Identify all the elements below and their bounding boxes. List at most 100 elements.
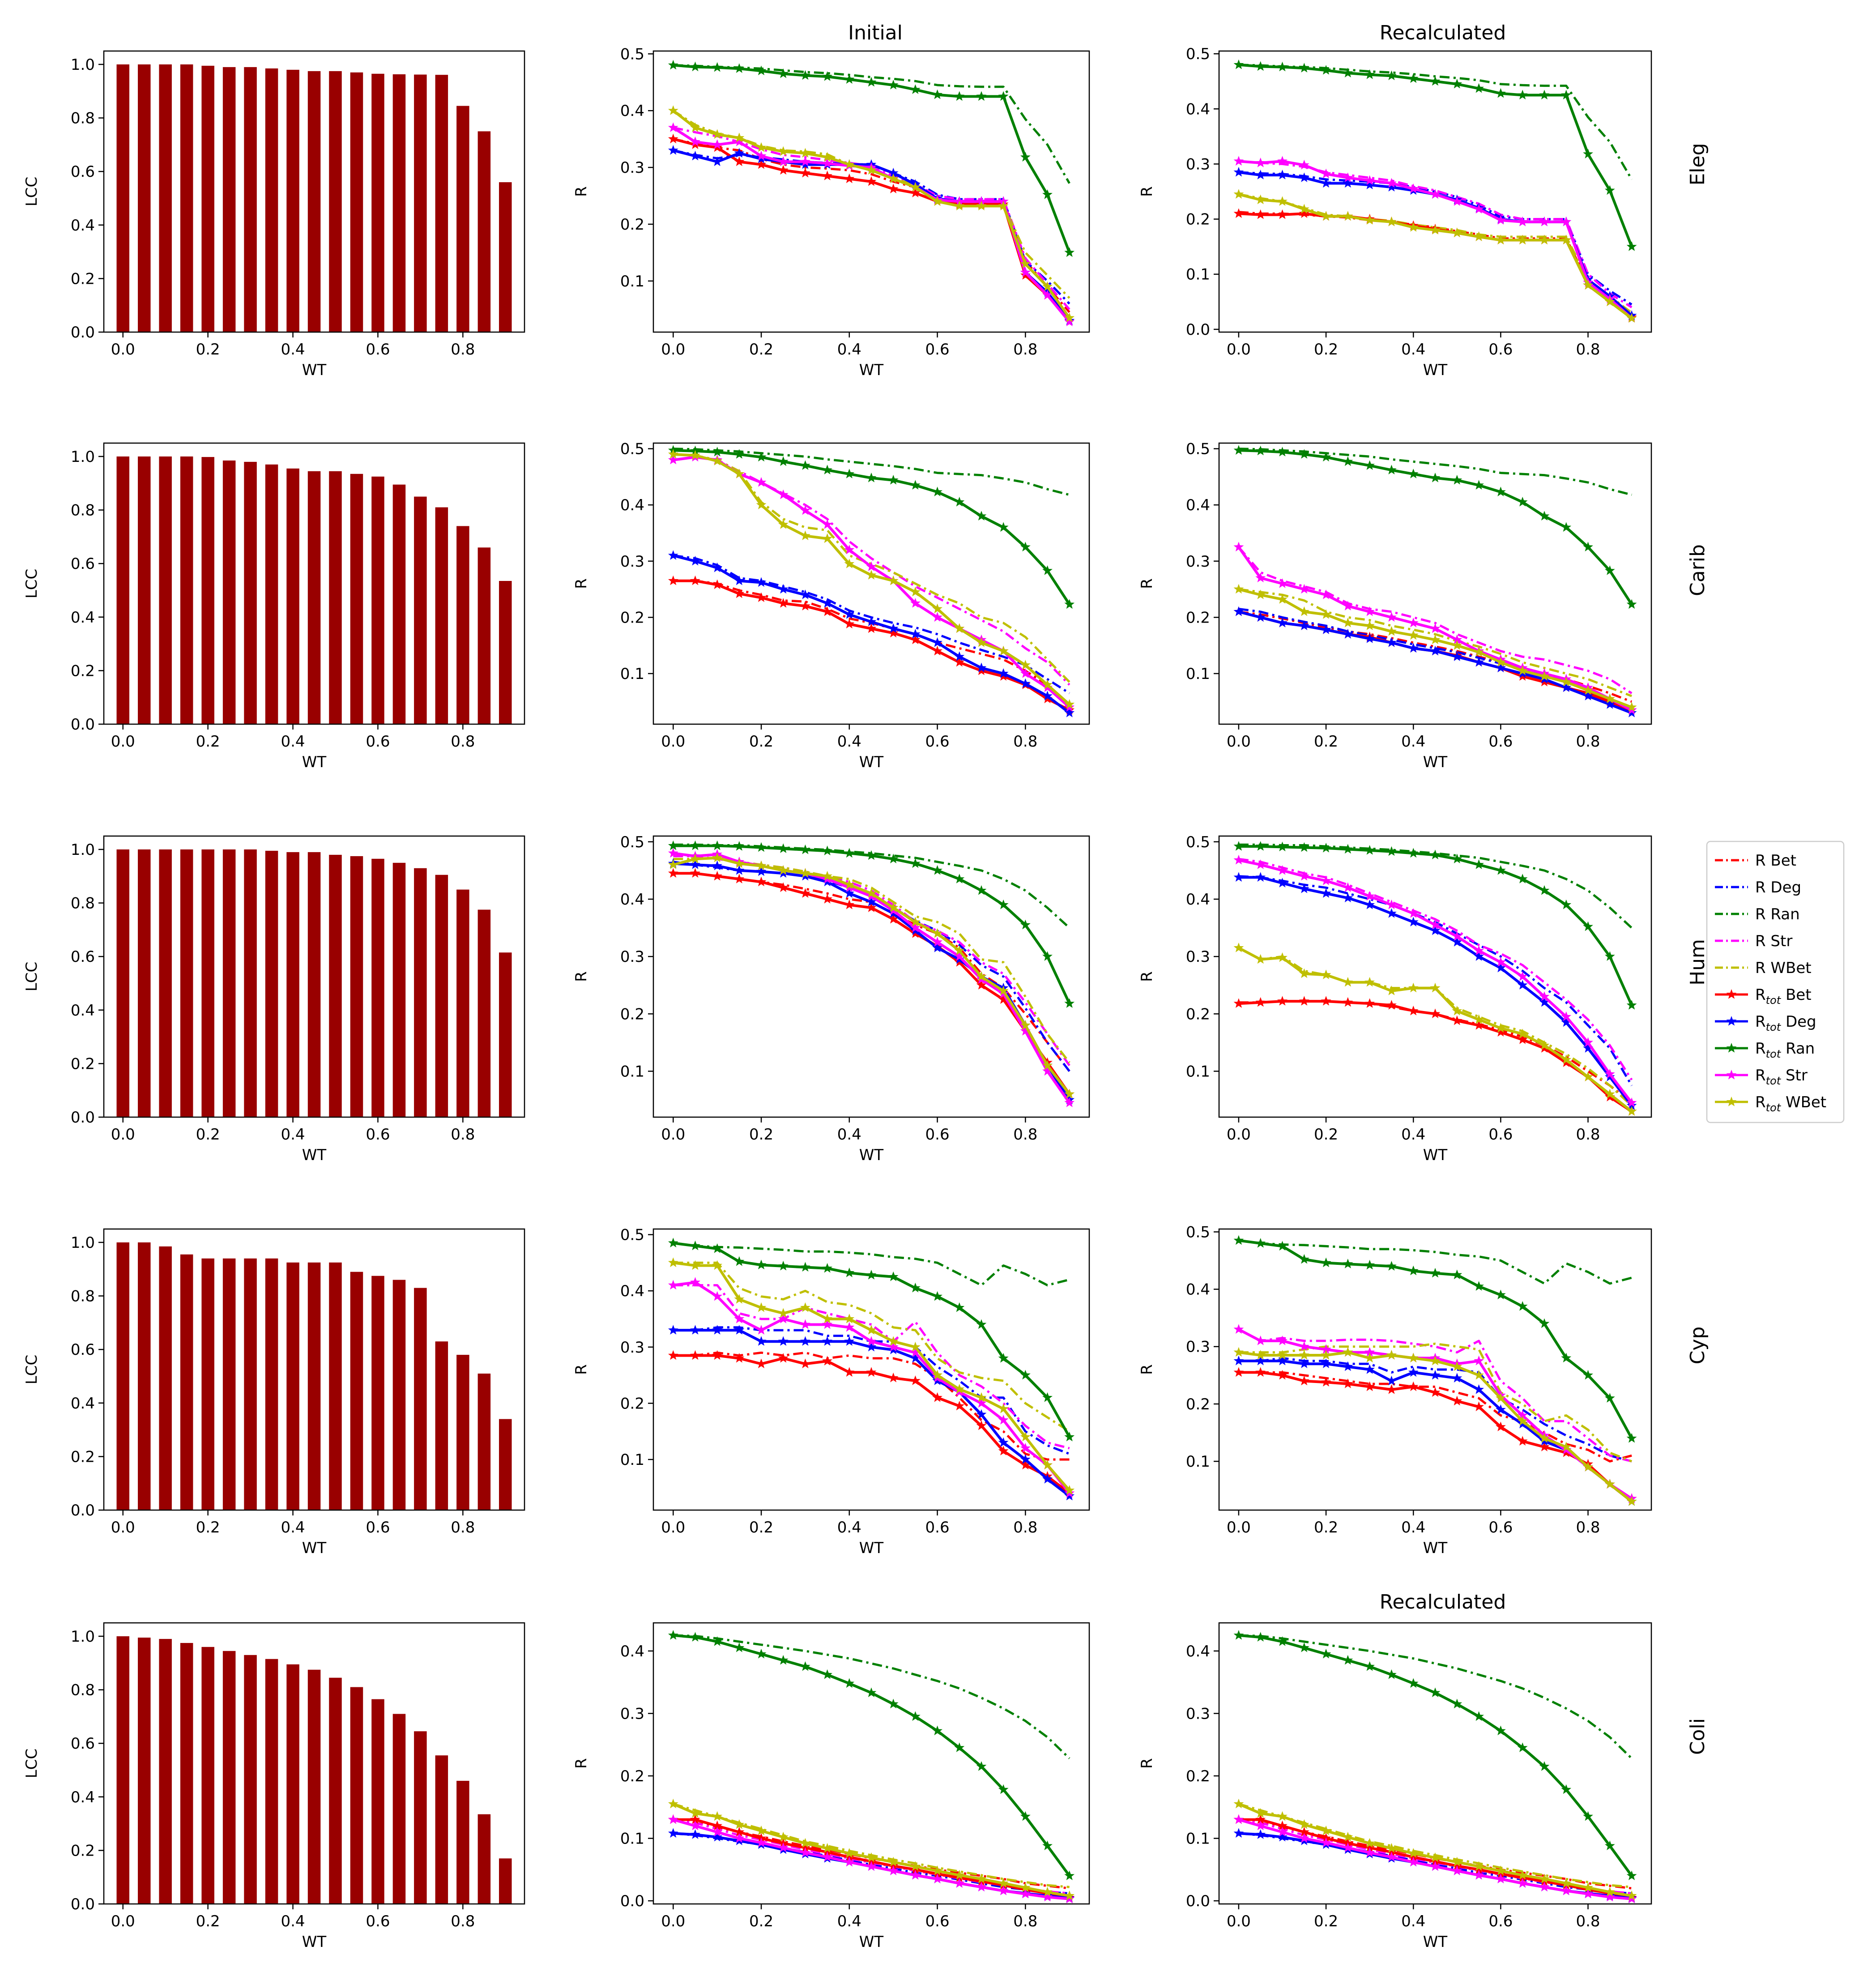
coli-recalc-marker-rt-ran-7	[1386, 1669, 1397, 1679]
hum-recalc-marker-rt-bet-5	[1343, 997, 1353, 1007]
coli-recalc-marker-rt-str-4	[1321, 1837, 1331, 1847]
hum-recalc-marker-rt-bet-3	[1299, 996, 1309, 1006]
coli-init-marker-rt-bet-11	[910, 1864, 921, 1874]
carib-recalc-marker-rt-wbet-12	[1496, 657, 1506, 667]
hum-init-marker-rt-bet-11	[910, 928, 921, 938]
coli-init-marker-rt-bet-1	[690, 1814, 700, 1824]
carib-init-marker-rt-str-11	[910, 598, 921, 608]
eleg-recalc-marker-rt-ran-11	[1474, 83, 1484, 93]
hum-lcc-ytick-label-2: 0.4	[71, 1002, 95, 1020]
carib-recalc-marker-rt-deg-12	[1496, 662, 1506, 673]
cyp-lcc-xlabel: WT	[302, 1539, 327, 1557]
bar-cyp-5	[222, 1258, 236, 1510]
hum-init-marker-rt-bet-6	[800, 888, 810, 898]
hum-init-marker-rt-str-8	[844, 882, 855, 892]
carib-init-marker-rt-deg-14	[976, 662, 987, 673]
cyp-init-marker-rt-wbet-7	[822, 1314, 832, 1323]
hum-init-marker-rt-deg-9	[866, 896, 877, 907]
carib-init-xtick-label-3: 0.6	[925, 733, 950, 751]
cyp-recalc-marker-rt-wbet-12	[1496, 1393, 1506, 1403]
hum-init-marker-rt-bet-14	[976, 980, 987, 990]
bar-hum-16	[456, 889, 469, 1117]
panels: 0.0 0.2 0.4 0.6 0.80.00.20.40.60.81.0WTLCC0.…	[23, 45, 1652, 1951]
eleg-recalc-marker-rt-str-8	[1408, 183, 1419, 193]
cyp-init-xtick-label-0: 0.0	[661, 1519, 685, 1536]
bar-carib-18	[499, 581, 512, 724]
eleg-recalc-marker-rt-wbet-7	[1386, 216, 1397, 226]
carib-init-marker-rt-ran-11	[910, 480, 921, 490]
eleg-init-marker-rt-wbet-12	[932, 196, 942, 206]
cyp-init-marker-rt-bet-7	[822, 1356, 832, 1366]
cyp-init-marker-rt-ran-11	[910, 1282, 921, 1293]
carib-recalc-marker-rt-str-0	[1233, 542, 1244, 552]
carib-init-marker-rt-ran-5	[778, 456, 789, 466]
hum-lcc-xtick-label-2: 0.4	[281, 1126, 305, 1144]
hum-recalc-marker-rt-str-0	[1233, 854, 1244, 865]
coli-recalc-xtick-label-3: 0.6	[1488, 1912, 1513, 1930]
carib-recalc-marker-rt-wbet-13	[1517, 665, 1528, 675]
carib-init-marker-rt-ran-14	[976, 511, 987, 521]
carib-init-marker-rt-deg-13	[954, 651, 965, 661]
legend-entry-r-ran: R Ran	[1715, 905, 1800, 923]
coli-recalc-marker-rt-str-2	[1277, 1827, 1288, 1837]
bar-hum-15	[435, 875, 448, 1117]
carib-init-marker-rt-deg-8	[844, 609, 855, 619]
hum-recalc-marker-rt-ran-6	[1364, 845, 1375, 855]
eleg-recalc-marker-rt-str-11	[1474, 204, 1484, 214]
carib-init-ytick-label-2: 0.3	[620, 553, 644, 571]
carib-recalc-marker-rt-str-18	[1626, 704, 1637, 715]
bar-hum-6	[244, 849, 257, 1117]
carib-lcc-panel: 0.0 0.2 0.4 0.6 0.8 0.0 0.2 0.4 0.6 0.8 1.0 WT LCC	[23, 442, 525, 771]
eleg-recalc-marker-rt-str-10	[1452, 196, 1462, 206]
carib-init-marker-rt-wbet-4	[756, 499, 767, 509]
eleg-init-marker-rt-deg-1	[690, 150, 700, 161]
cyp-init-marker-rt-wbet-12	[932, 1370, 942, 1380]
carib-recalc-series-r-str	[1238, 546, 1633, 695]
cyp-init-marker-rt-str-2	[712, 1291, 723, 1301]
cyp-init-marker-rt-bet-14	[976, 1420, 987, 1430]
eleg-init-frame	[652, 50, 1090, 333]
bar-eleg-5	[222, 67, 236, 332]
bar-carib-14	[414, 496, 427, 724]
cyp-init-marker-rt-deg-4	[756, 1336, 767, 1346]
carib-init-marker-rt-ran-3	[734, 449, 745, 459]
carib-recalc-marker-rt-wbet-1	[1255, 589, 1266, 599]
coli-recalc-marker-rt-deg-0	[1233, 1828, 1244, 1838]
carib-recalc-marker-rt-deg-11	[1474, 657, 1484, 667]
eleg-recalc-marker-rt-wbet-3	[1299, 204, 1309, 214]
cyp-init-marker-rt-ran-14	[976, 1319, 987, 1329]
cyp-init-marker-rt-deg-8	[844, 1336, 855, 1346]
coli-init-marker-rt-wbet-12	[932, 1865, 942, 1875]
hum-init-marker-rt-wbet-6	[800, 868, 810, 878]
carib-init-marker-rt-deg-2	[712, 562, 723, 572]
carib-lcc-xtick-label-0: 0.0	[111, 733, 135, 751]
coli-init-marker-rt-ran-8	[844, 1678, 855, 1688]
cyp-init-series-r-wbet	[673, 1261, 1070, 1433]
carib-recalc-marker-rt-deg-14	[1539, 674, 1550, 684]
coli-init-marker-rt-ran-5	[778, 1655, 789, 1665]
bar-carib-12	[371, 476, 384, 724]
hum-init-marker-rt-wbet-4	[756, 860, 767, 871]
hum-lcc-xlabel: WT	[302, 1146, 327, 1164]
bar-hum-5	[222, 849, 236, 1117]
hum-init-marker-rt-deg-8	[844, 888, 855, 898]
eleg-recalc-xlabel: WT	[1423, 361, 1448, 379]
bar-eleg-8	[286, 69, 299, 332]
carib-init-marker-rt-bet-11	[910, 634, 921, 644]
cyp-lcc-xtick-label-2: 0.4	[281, 1519, 305, 1536]
cyp-recalc-marker-rt-deg-14	[1539, 1436, 1550, 1446]
eleg-recalc-frame	[1218, 50, 1652, 333]
coli-recalc-xtick-label-4: 0.8	[1576, 1912, 1600, 1930]
eleg-init-ylabel: R	[572, 186, 590, 197]
bar-hum-12	[371, 858, 384, 1117]
coli-recalc-marker-rt-deg-2	[1277, 1831, 1288, 1842]
hum-recalc-marker-rt-str-9	[1430, 919, 1441, 930]
hum-recalc-marker-rt-str-18	[1626, 1097, 1637, 1107]
hum-recalc-marker-rt-ran-18	[1626, 1000, 1637, 1010]
eleg-init-marker-rt-str-4	[756, 150, 767, 161]
legend-star-icon-5	[1726, 989, 1737, 999]
coli-init-marker-rt-str-5	[778, 1842, 789, 1852]
cyp-recalc-xtick-label-0: 0.0	[1227, 1519, 1251, 1536]
hum-recalc-marker-rt-deg-10	[1452, 937, 1462, 947]
cyp-init-marker-rt-str-0	[668, 1280, 678, 1290]
